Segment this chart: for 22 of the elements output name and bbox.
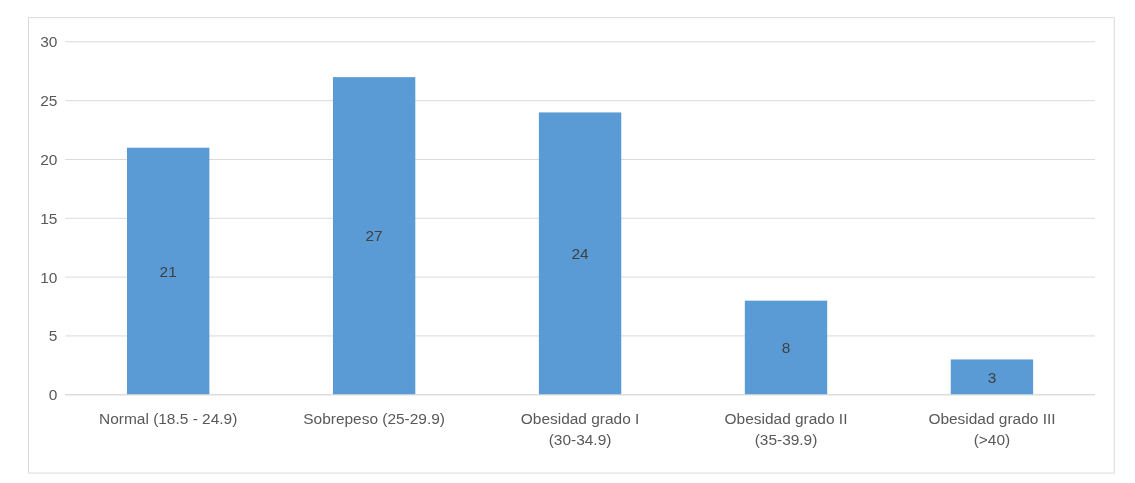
y-tick-label: 25 <box>40 92 58 110</box>
bar <box>332 77 416 395</box>
y-tick-label: 0 <box>48 386 58 404</box>
bar <box>538 112 622 395</box>
x-tick-label: Normal (18.5 - 24.9) <box>99 409 238 427</box>
y-tick-label: 20 <box>40 150 58 168</box>
y-tick-label: 10 <box>40 268 58 286</box>
x-tick-label: Sobrepeso (25-29.9) <box>303 409 445 427</box>
y-tick-label: 30 <box>40 33 58 51</box>
y-tick-label: 15 <box>40 209 58 227</box>
data-label: 27 <box>365 227 383 245</box>
bar <box>126 147 210 395</box>
x-tick-label: Obesidad grado III (>40) <box>928 409 1056 448</box>
data-label: 8 <box>781 339 791 357</box>
bar <box>744 300 828 395</box>
y-tick-label: 5 <box>48 327 58 345</box>
bar <box>950 359 1034 395</box>
x-tick-label: Obesidad grado II (35-39.9) <box>724 409 848 448</box>
x-tick-label: Obesidad grado I (30-34.9) <box>520 409 640 448</box>
data-label: 3 <box>987 368 997 386</box>
data-label: 21 <box>159 262 177 280</box>
data-label: 24 <box>571 245 590 262</box>
